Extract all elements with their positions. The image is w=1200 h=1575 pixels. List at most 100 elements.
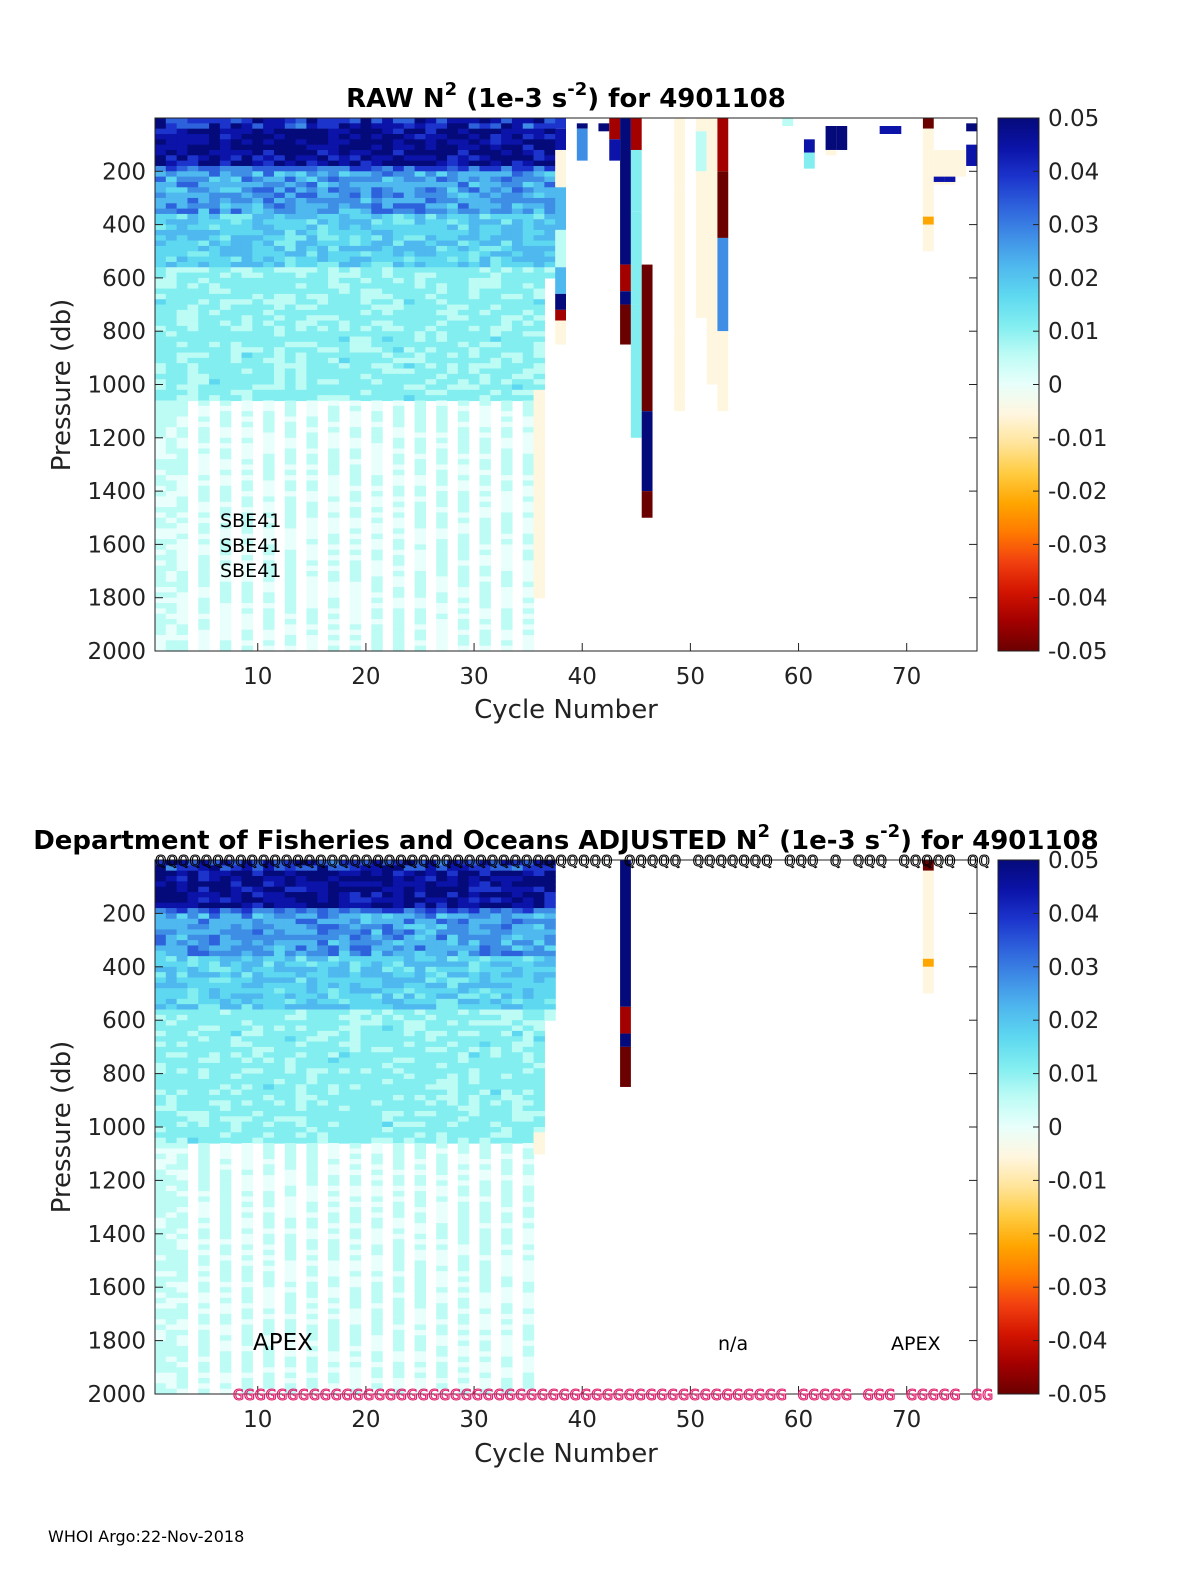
heatmap-cell [263,400,275,407]
heatmap-cell [414,411,426,418]
heatmap-cell [403,224,416,231]
heatmap-cell [425,267,437,274]
heatmap-cell [306,1276,318,1283]
heatmap-cell [198,1025,210,1032]
heatmap-cell [349,1062,362,1069]
heatmap-cell [457,288,470,295]
heatmap-cell [284,363,297,370]
heatmap-cell [392,1094,405,1101]
heatmap-cell [176,464,189,471]
heatmap-cell [155,1191,167,1198]
heatmap-cell [533,576,545,583]
heatmap-cell [414,961,426,968]
heatmap-cell [328,1185,340,1192]
heatmap-cell [295,918,308,925]
heatmap-cell [209,1089,221,1096]
heatmap-cell [187,902,199,909]
heatmap-cell [219,347,232,354]
heatmap-cell [392,139,405,146]
heatmap-cell [447,347,459,354]
heatmap-cell [479,128,491,135]
heatmap-cell [209,384,221,391]
heatmap-cell [284,501,297,508]
heatmap-cell [273,1041,286,1048]
heatmap-cell [187,277,199,284]
heatmap-cell [273,160,286,167]
heatmap-cell [392,517,405,524]
heatmap-cell [273,288,286,295]
heatmap-cell [209,1110,221,1117]
heatmap-cell [425,240,437,247]
heatmap-cell [436,608,448,615]
heatmap-cell [544,229,556,236]
heatmap-cell [328,1052,340,1059]
heatmap-cell [209,913,221,920]
heatmap-cell [533,240,545,247]
heatmap-cell [522,619,535,625]
heatmap-cell [371,421,383,428]
heatmap-cell [198,587,210,593]
heatmap-cell [468,256,481,263]
heatmap-cell [306,480,318,487]
heatmap-cell [230,341,243,348]
heatmap-cell [436,187,448,194]
heatmap-cell [176,1148,189,1155]
heatmap-cell [176,1303,189,1310]
heatmap-cell [219,213,232,220]
heatmap-cell [414,203,426,210]
heatmap-cell [306,1233,318,1240]
heatmap-cell [176,299,189,306]
heatmap-cell [328,523,340,530]
heatmap-cell [360,1020,372,1027]
heatmap-cell [306,565,318,572]
heatmap-cell [533,485,545,492]
heatmap-cell [295,203,308,210]
heatmap-cell [263,347,275,354]
heatmap-cell [263,1196,275,1203]
heatmap-cell [241,1361,253,1368]
heatmap-cell [219,924,232,931]
heatmap-cell [392,475,405,482]
heatmap-cell [295,299,308,306]
heatmap-cell [284,475,297,482]
heatmap-cell [295,187,308,194]
heatmap-cell [176,581,189,588]
heatmap-cell [414,1057,426,1064]
heatmap-cell [230,235,243,242]
heatmap-cell [371,1185,383,1192]
heatmap-cell [187,1004,199,1011]
heatmap-cell [198,443,210,450]
heatmap-cell [501,235,513,242]
heatmap-cell [511,219,524,226]
heatmap-cell [165,363,178,370]
heatmap-cell [468,187,481,194]
heatmap-cell [176,1025,189,1032]
heatmap-cell [533,277,545,284]
heatmap-cell [252,277,264,284]
heatmap-cell [328,881,340,888]
heatmap-cell [328,176,340,183]
heatmap-cell [306,1367,318,1374]
heatmap-cell [371,389,383,396]
heatmap-cell [176,139,189,146]
heatmap-cell [176,352,189,359]
heatmap-cell [284,1110,297,1117]
heatmap-cell [241,1175,253,1181]
heatmap-cell [392,1030,405,1037]
heatmap-cell [263,480,275,487]
heatmap-cell [371,1351,383,1358]
heatmap-cell [436,475,448,482]
heatmap-cell [219,640,232,647]
heatmap-cell [306,176,318,183]
heatmap-cell [414,1148,426,1155]
heatmap-cell [284,261,297,268]
heatmap-cell [165,357,178,364]
heatmap-cell [230,1073,243,1080]
heatmap-cell [306,1100,318,1107]
heatmap-cell [328,171,340,178]
heatmap-cell [490,213,502,220]
heatmap-cell [479,405,491,412]
heatmap-cell [306,902,318,909]
heatmap-cell [284,341,297,348]
heatmap-cell [338,272,351,279]
